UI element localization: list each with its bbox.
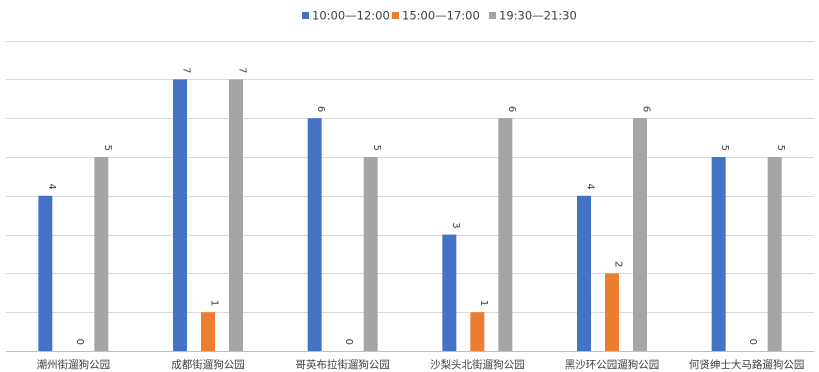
data-label: 1 <box>209 300 220 306</box>
data-labels-group: 4 0 5 7 1 7 6 0 5 3 1 6 4 2 6 5 0 5 <box>46 67 786 345</box>
data-label: 5 <box>102 145 113 151</box>
x-tick-label: 成都街遛狗公园 <box>171 358 245 371</box>
data-label: 6 <box>641 106 652 112</box>
bar <box>767 157 782 351</box>
bar <box>577 195 591 351</box>
data-label: 2 <box>613 261 624 267</box>
data-label: 4 <box>46 183 57 189</box>
legend-label: 15:00—17:00 <box>402 9 480 23</box>
bar <box>38 195 53 351</box>
bar <box>229 79 243 352</box>
bar <box>94 157 109 351</box>
bar <box>307 118 322 351</box>
bar <box>442 234 457 351</box>
gridlines <box>6 41 814 352</box>
x-tick-label: 沙梨头北街遛狗公园 <box>430 358 525 371</box>
bars-group <box>38 79 782 352</box>
bar <box>173 79 187 352</box>
bar <box>201 312 215 351</box>
data-label: 7 <box>181 67 192 73</box>
bar <box>711 157 726 351</box>
legend-label: 10:00—12:00 <box>312 9 390 23</box>
legend: 10:00—12:00 15:00—17:00 19:30—21:30 <box>302 9 577 23</box>
data-label: 6 <box>315 106 326 112</box>
x-tick-label: 黑沙环公园遛狗公园 <box>565 358 660 371</box>
x-tick-label: 哥英布拉街遛狗公园 <box>295 358 390 371</box>
x-tick-label: 何贤绅士大马路遛狗公园 <box>689 358 805 371</box>
data-label: 1 <box>478 300 489 306</box>
data-label: 4 <box>585 183 596 189</box>
x-axis: 潮州街遛狗公园 成都街遛狗公园 哥英布拉街遛狗公园 沙梨头北街遛狗公园 黑沙环公园遛狗公… <box>37 358 805 371</box>
bar <box>498 118 513 351</box>
data-label: 5 <box>371 145 382 151</box>
legend-swatch <box>392 12 399 19</box>
data-label: 0 <box>747 339 758 345</box>
legend-label: 19:30—21:30 <box>499 9 577 23</box>
bar <box>470 312 485 351</box>
x-tick-label: 潮州街遛狗公园 <box>37 358 111 371</box>
legend-swatch <box>489 12 496 19</box>
data-label: 3 <box>450 222 461 228</box>
bar <box>363 157 378 351</box>
bar <box>605 273 619 351</box>
data-label: 0 <box>74 339 85 345</box>
data-label: 0 <box>343 339 354 345</box>
data-label: 5 <box>775 145 786 151</box>
data-label: 5 <box>719 145 730 151</box>
legend-swatch <box>302 12 309 19</box>
data-label: 7 <box>237 67 248 73</box>
bar <box>633 118 647 351</box>
data-label: 6 <box>506 106 517 112</box>
